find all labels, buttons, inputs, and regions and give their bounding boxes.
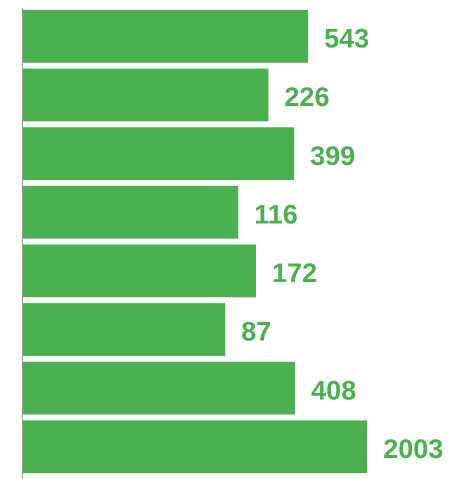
bar [23,68,269,122]
bar [23,127,295,181]
value-label: 226 [284,82,329,112]
bar [23,303,226,356]
bar [23,361,296,415]
value-label: 87 [241,317,271,347]
value-label: 172 [272,258,317,288]
bar [23,10,309,63]
value-label: 116 [254,199,298,229]
value-label: 2003 [383,434,443,464]
value-label: 543 [324,24,369,54]
bar [23,244,257,298]
bar [23,420,368,474]
bar [23,185,239,239]
value-label: 399 [310,141,355,171]
value-label: 408 [311,375,356,405]
